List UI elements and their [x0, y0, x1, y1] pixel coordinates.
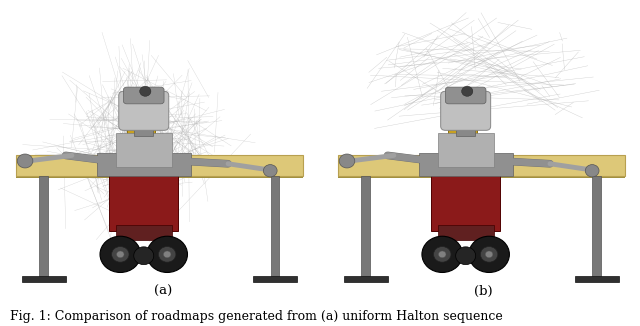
Bar	[97, 153, 191, 176]
Circle shape	[111, 246, 129, 262]
Text: Fig. 1: Comparison of roadmaps generated from (a) uniform Halton sequence: Fig. 1: Comparison of roadmaps generated…	[10, 310, 502, 323]
Bar	[362, 176, 370, 279]
FancyBboxPatch shape	[441, 91, 491, 130]
Bar	[155, 145, 161, 225]
Circle shape	[116, 251, 124, 258]
Circle shape	[481, 246, 498, 262]
Bar	[116, 133, 172, 167]
Bar	[22, 276, 66, 282]
Bar	[127, 91, 155, 225]
Bar	[16, 156, 303, 176]
Bar	[338, 156, 625, 176]
Circle shape	[264, 165, 277, 177]
Bar	[419, 153, 513, 176]
Circle shape	[159, 246, 176, 262]
Circle shape	[134, 247, 154, 265]
Text: (b): (b)	[474, 285, 493, 298]
Bar	[477, 145, 483, 225]
Circle shape	[438, 251, 446, 258]
Circle shape	[422, 236, 463, 273]
Bar	[271, 176, 279, 279]
Circle shape	[433, 246, 451, 262]
Circle shape	[339, 154, 355, 168]
Bar	[456, 122, 475, 136]
Bar	[438, 133, 494, 167]
FancyBboxPatch shape	[119, 91, 169, 130]
Circle shape	[468, 236, 509, 273]
Bar	[134, 122, 153, 136]
Circle shape	[140, 86, 151, 96]
Circle shape	[100, 236, 141, 273]
Bar	[253, 276, 297, 282]
Bar	[344, 276, 388, 282]
Bar	[40, 176, 48, 279]
Bar	[116, 225, 172, 240]
Bar	[338, 175, 625, 178]
Circle shape	[456, 247, 476, 265]
Bar	[431, 173, 500, 231]
Bar	[438, 225, 494, 240]
Text: (a): (a)	[154, 285, 172, 298]
Circle shape	[147, 236, 188, 273]
Circle shape	[485, 251, 493, 258]
Circle shape	[461, 86, 473, 96]
Bar	[109, 173, 178, 231]
Bar	[575, 276, 619, 282]
Bar	[449, 91, 477, 225]
Circle shape	[17, 154, 33, 168]
FancyBboxPatch shape	[124, 87, 164, 104]
Circle shape	[163, 251, 171, 258]
Bar	[593, 176, 601, 279]
FancyBboxPatch shape	[445, 87, 486, 104]
Bar	[16, 175, 303, 178]
Circle shape	[586, 165, 599, 177]
